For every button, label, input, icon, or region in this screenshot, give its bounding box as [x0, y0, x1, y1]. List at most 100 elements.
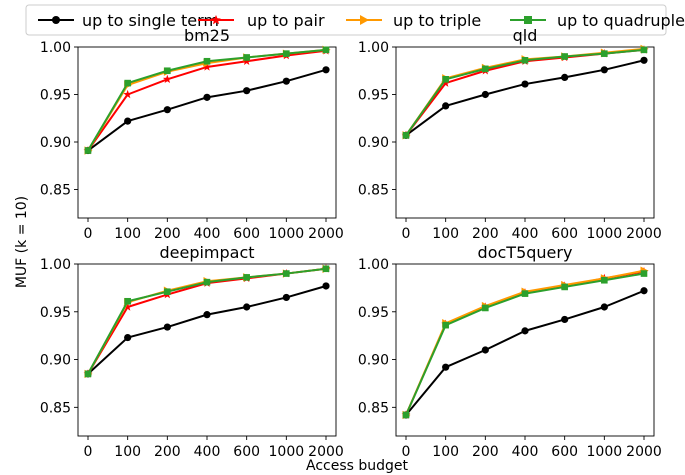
- x-tick-label: 600: [551, 226, 578, 242]
- x-tick-label: 2000: [308, 226, 344, 242]
- x-tick-label: 200: [154, 444, 181, 460]
- x-tick-label: 0: [402, 226, 411, 242]
- data-point-s0-p3: [203, 93, 211, 101]
- data-point-s0-p6: [640, 287, 648, 295]
- data-point-s3-p1: [442, 76, 449, 83]
- data-point-s3-p5: [601, 50, 608, 57]
- x-tick-label: 400: [194, 226, 221, 242]
- data-point-s3-p0: [84, 370, 92, 378]
- data-point-s0-p5: [600, 303, 608, 311]
- chart-panel-3: docT5query 0.85 0.90 0.95 1.00 0 100 200 400 600 1…: [358, 243, 662, 460]
- x-tick-label: 200: [154, 226, 181, 242]
- x-tick-label: 1000: [269, 444, 305, 460]
- data-point-s3-p1: [124, 297, 131, 305]
- data-point-s3-p2: [164, 67, 171, 75]
- data-point-s3-p0: [402, 411, 410, 419]
- legend-entry-pair: up to pair: [198, 11, 325, 30]
- data-point-s3-p6: [322, 265, 330, 273]
- legend-entry-quadruple: up to quadruple: [510, 11, 685, 30]
- data-point-s0-p3: [521, 327, 529, 335]
- data-point-s3-p4: [561, 283, 568, 291]
- x-tick-label: 2000: [308, 444, 344, 460]
- data-point-s3-p4: [243, 274, 250, 281]
- legend-marker-star: [211, 15, 221, 25]
- data-point-s0-p1: [124, 117, 132, 125]
- data-point-s3-p4: [243, 54, 250, 61]
- chart-title: qld: [513, 26, 538, 45]
- data-point-s0-p6: [322, 66, 330, 74]
- data-point-s0-p2: [481, 90, 489, 99]
- data-point-s1-p3: [202, 62, 212, 71]
- data-point-s3-p1: [124, 79, 131, 87]
- data-point-s0-p6: [640, 56, 648, 64]
- data-point-s3-p3: [203, 57, 211, 65]
- data-point-s3-p6: [640, 270, 648, 277]
- y-tick-label: 0.85: [40, 183, 71, 199]
- data-point-s3-p0: [402, 132, 410, 139]
- x-tick-label: 400: [194, 444, 221, 460]
- data-point-s0-p4: [243, 87, 251, 95]
- x-tick-label: 200: [472, 444, 499, 460]
- legend-label-triple: up to triple: [393, 11, 481, 30]
- data-point-s3-p0: [84, 147, 92, 154]
- y-tick-label: 0.95: [40, 305, 71, 321]
- y-tick-label: 0.95: [358, 305, 389, 321]
- data-point-s0-p4: [561, 315, 569, 324]
- data-point-s3-p6: [640, 46, 648, 54]
- data-point-s3-p5: [601, 276, 608, 284]
- x-tick-label: 0: [84, 444, 93, 460]
- x-tick-label: 100: [114, 226, 141, 242]
- x-axis-label: Access budget: [306, 458, 409, 474]
- x-tick-label: 1000: [587, 226, 623, 242]
- data-point-s3-p1: [442, 321, 449, 329]
- data-point-s1-p4: [242, 56, 252, 65]
- data-point-s3-p3: [203, 278, 211, 286]
- data-point-s1-p1: [441, 78, 451, 87]
- data-point-s3-p3: [521, 290, 529, 297]
- y-tick-label: 0.90: [40, 135, 71, 151]
- data-point-s1-p1: [123, 302, 133, 311]
- legend-marker-circle: [52, 16, 60, 24]
- legend-marker-triangle: [360, 15, 369, 25]
- y-tick-label: 1.00: [358, 40, 389, 56]
- chart-panel-0: bm25 0.85 0.90 0.95 1.00 0 100 200 400 600 1000 200…: [40, 26, 344, 242]
- data-point-s3-p6: [322, 46, 330, 54]
- y-tick-label: 0.85: [40, 400, 71, 416]
- data-point-s0-p5: [600, 66, 608, 74]
- x-tick-label: 400: [512, 444, 539, 460]
- data-point-s0-p3: [521, 80, 529, 88]
- chart-panel-1: qld 0.85 0.90 0.95 1.00 0 100 200 400 600 1000 2000: [358, 26, 662, 242]
- data-point-s3-p3: [521, 57, 529, 64]
- y-tick-label: 0.85: [358, 400, 389, 416]
- x-tick-label: 100: [114, 444, 141, 460]
- y-tick-label: 0.90: [40, 353, 71, 369]
- data-point-s3-p2: [164, 288, 171, 296]
- data-point-s0-p1: [124, 333, 132, 342]
- legend-label-single-term: up to single term: [82, 11, 219, 30]
- y-tick-label: 1.00: [40, 257, 71, 273]
- y-axis-label: MUF (k = 10): [14, 196, 30, 288]
- legend-marker-square: [524, 16, 532, 24]
- x-tick-label: 600: [551, 444, 578, 460]
- x-tick-label: 600: [233, 226, 260, 242]
- chart-panel-2: deepimpact 0.85 0.90 0.95 1.00 0 100 200 400 600 1…: [40, 243, 344, 460]
- x-tick-label: 400: [512, 226, 539, 242]
- data-point-s0-p2: [163, 323, 171, 331]
- data-point-s1-p2: [162, 74, 172, 84]
- legend-label-quadruple: up to quadruple: [557, 11, 685, 30]
- data-point-s0-p2: [481, 346, 489, 354]
- data-point-s0-p4: [243, 303, 251, 311]
- y-tick-label: 0.90: [358, 353, 389, 369]
- data-point-s0-p6: [322, 282, 330, 290]
- data-point-s0-p1: [442, 102, 450, 110]
- x-tick-label: 2000: [626, 226, 662, 242]
- data-point-s0-p1: [442, 363, 450, 371]
- plot-frame: [395, 46, 655, 219]
- x-tick-label: 100: [432, 226, 459, 242]
- x-tick-label: 200: [472, 226, 499, 242]
- y-tick-label: 1.00: [40, 40, 71, 56]
- data-point-s0-p2: [163, 106, 171, 114]
- legend-entry-single-term: up to single term: [38, 11, 219, 30]
- data-point-s3-p4: [561, 53, 568, 60]
- legend-label-pair: up to pair: [247, 11, 325, 30]
